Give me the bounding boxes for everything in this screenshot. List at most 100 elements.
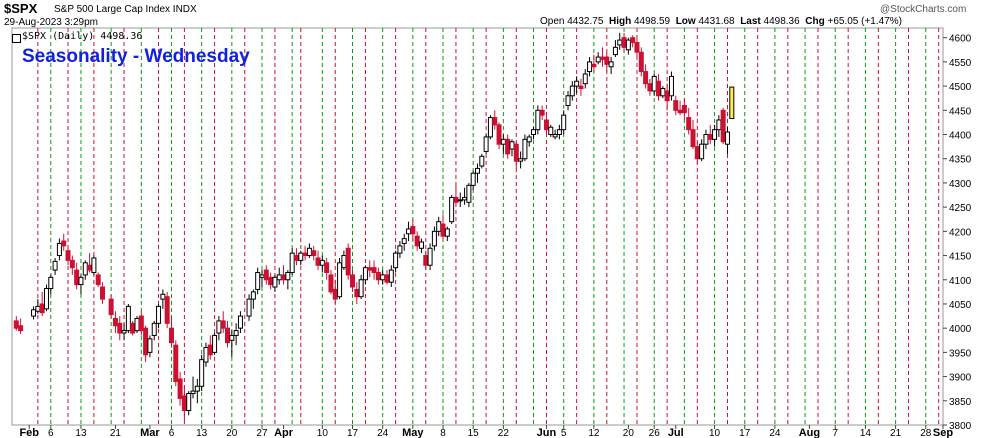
candle-body [729, 86, 735, 120]
candle-body [134, 317, 140, 332]
candle-body [91, 257, 97, 273]
candle-body [358, 279, 364, 298]
x-tick-label: 27 [256, 428, 268, 438]
x-tick-label: 20 [226, 428, 238, 438]
candle-body [56, 242, 62, 257]
candle-body [285, 271, 291, 281]
x-tick-label: 17 [347, 428, 359, 438]
candle-body [354, 288, 360, 298]
x-tick-label: 13 [75, 428, 87, 438]
candle-body [324, 262, 330, 273]
x-tick-label: 28 [920, 428, 932, 438]
candle-body [660, 88, 666, 97]
candle-body [587, 61, 593, 73]
candle-body [168, 327, 174, 344]
candle-body [595, 56, 601, 63]
x-tick-label: Sep [933, 427, 953, 438]
candle-body [332, 288, 338, 300]
quote-datetime: 29-Aug-2023 3:29pm [4, 17, 98, 28]
y-tick-label: 4200 [949, 227, 972, 238]
candle-body [78, 276, 84, 286]
x-tick-label: 17 [739, 428, 751, 438]
candle-body [513, 143, 519, 162]
candle-body [156, 305, 162, 324]
candle-body [543, 119, 549, 131]
candle-body [423, 255, 429, 266]
candle-body [677, 109, 683, 114]
x-tick-label: Apr [274, 427, 294, 438]
x-tick-label: 6 [169, 428, 175, 438]
candle-body [298, 252, 304, 261]
candle-body [375, 271, 381, 281]
candle-body [582, 73, 588, 85]
plot-frame [11, 27, 944, 426]
candle-body [522, 138, 528, 160]
candle-body [380, 274, 386, 281]
candle-body [199, 359, 205, 387]
candle-body [186, 393, 192, 411]
x-tick-label: 13 [196, 428, 208, 438]
x-tick-label: 26 [649, 428, 661, 438]
candle-body [384, 274, 390, 283]
x-tick-label: 14 [860, 428, 872, 438]
candle-body [548, 126, 554, 136]
candle-body [388, 269, 394, 283]
legend-swatch [12, 34, 21, 43]
candle-body [151, 322, 157, 336]
candle-body [250, 291, 256, 300]
candle-body [621, 37, 627, 48]
candle-body [207, 344, 213, 356]
candle-body [707, 134, 713, 140]
candle-body [31, 309, 37, 317]
candle-body [61, 240, 67, 247]
y-tick-label: 4300 [949, 179, 972, 190]
candle-body [164, 296, 170, 324]
x-tick-label: 10 [709, 428, 721, 438]
candle-body [203, 347, 209, 363]
candle-body [259, 274, 265, 278]
y-tick-label: 3800 [949, 421, 972, 432]
candle-body [526, 136, 532, 143]
candle-body [505, 138, 511, 155]
watermark: @StockCharts.com [880, 4, 967, 15]
symbol: $SPX [4, 1, 38, 16]
high-value: 4498.59 [633, 16, 671, 27]
candle-body [539, 109, 545, 116]
candle-body [651, 75, 657, 92]
candle-body [177, 378, 183, 399]
high-label: High [608, 16, 632, 27]
chart-title: Seasonality - Wednesday [22, 46, 250, 67]
candle-body [487, 117, 493, 138]
candle-body [281, 274, 287, 281]
candle-body [578, 85, 584, 90]
change-label: Chg [805, 16, 825, 27]
candle-body [272, 276, 278, 288]
candle-body [574, 80, 580, 87]
y-tick-label: 4550 [949, 58, 972, 69]
candle-body [410, 226, 416, 235]
x-tick-label: 10 [317, 428, 329, 438]
candle-body [100, 286, 106, 300]
candle-body [216, 320, 222, 334]
candle-body [401, 238, 407, 244]
y-tick-label: 4250 [949, 203, 972, 214]
change-value: +65.05 (+1.47%) [827, 16, 902, 27]
candle-body [716, 119, 722, 131]
candle-body [69, 259, 75, 269]
low-label: Low [675, 16, 696, 27]
candle-body [190, 390, 196, 395]
candle-body [453, 196, 459, 203]
candle-body [95, 274, 101, 286]
candle-body [483, 136, 489, 152]
x-tick-label: Aug [799, 427, 820, 438]
candle-body [345, 247, 351, 276]
candle-body [237, 315, 243, 329]
candle-body [703, 134, 709, 145]
candle-body [362, 267, 368, 281]
candle-body [656, 80, 662, 97]
candle-body [518, 158, 524, 162]
candle-body [35, 305, 41, 312]
candle-body [686, 117, 692, 131]
candle-body [599, 56, 605, 60]
